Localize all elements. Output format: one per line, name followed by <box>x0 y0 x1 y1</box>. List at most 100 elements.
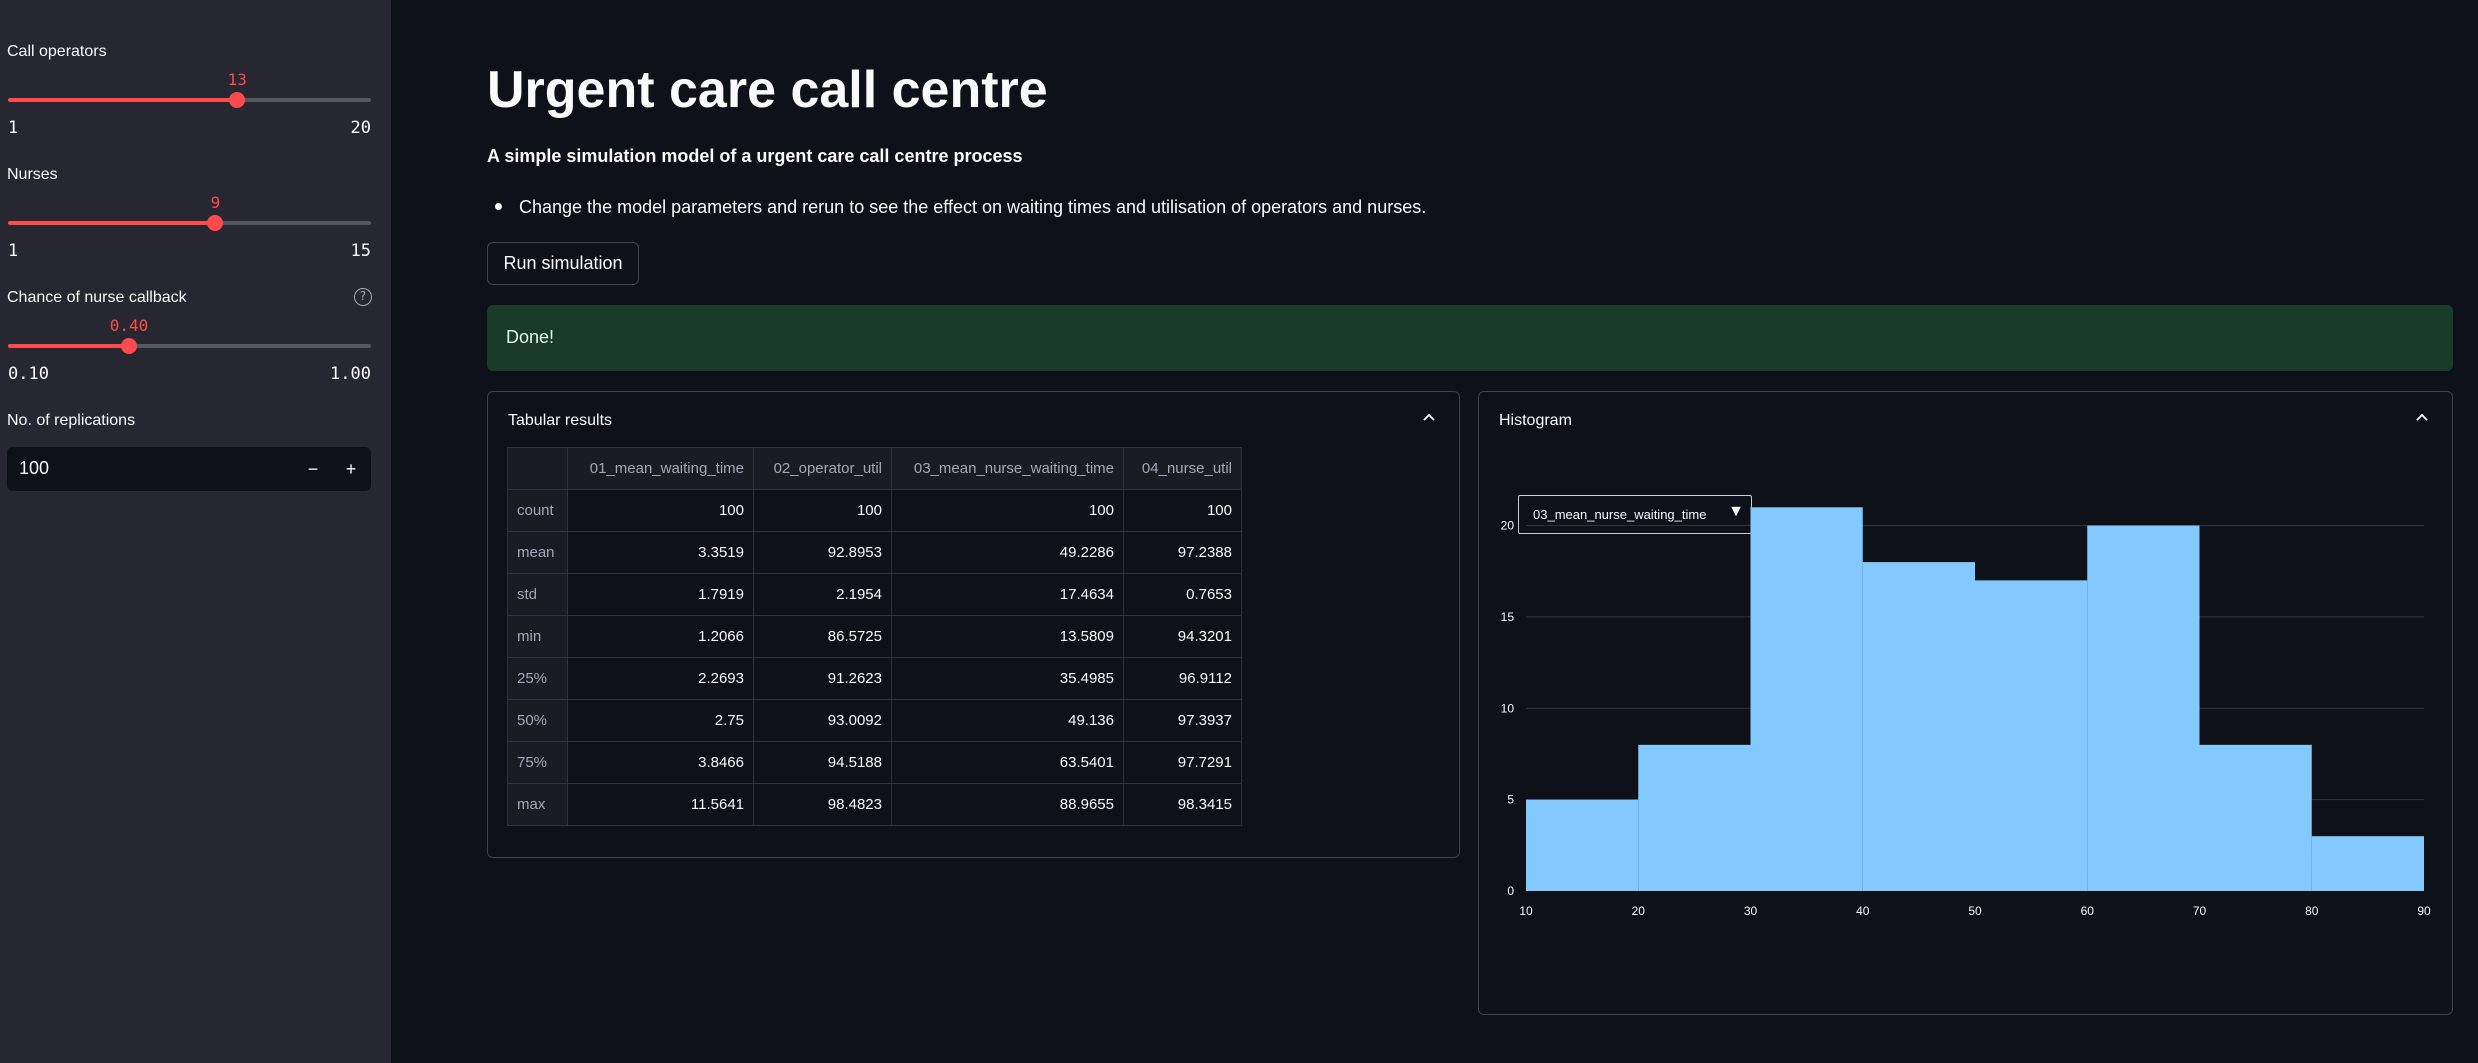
callback-label: Chance of nurse callback <box>7 289 187 306</box>
x-tick-label: 60 <box>2081 904 2095 918</box>
table-cell[interactable]: 86.5725 <box>753 615 892 658</box>
chevron-up-icon[interactable] <box>2414 410 2430 426</box>
callback-slider-value: 0.40 <box>109 316 149 335</box>
table-cell[interactable]: 1.7919 <box>567 573 754 616</box>
table-cell[interactable]: 100 <box>891 489 1124 532</box>
table-cell[interactable]: 2.2693 <box>567 657 754 700</box>
table-cell[interactable]: 11.5641 <box>567 783 754 826</box>
table-cell[interactable]: 2.75 <box>567 699 754 742</box>
column-header[interactable]: 04_nurse_util <box>1123 447 1242 490</box>
histogram-header[interactable]: Histogram <box>1499 412 1572 429</box>
chevron-up-icon[interactable] <box>1421 410 1437 426</box>
variable-dropdown[interactable]: 03_mean_nurse_waiting_time ▼ <box>1518 495 1752 534</box>
x-tick-label: 10 <box>1519 904 1533 918</box>
instruction-text: Change the model parameters and rerun to… <box>519 197 1427 217</box>
success-alert: Done! <box>487 305 2453 371</box>
x-tick-label: 50 <box>1968 904 1982 918</box>
row-index-cell[interactable]: 75% <box>507 741 568 784</box>
table-cell[interactable]: 100 <box>753 489 892 532</box>
table-cell[interactable]: 13.5809 <box>891 615 1124 658</box>
y-tick-label: 20 <box>1501 519 1515 533</box>
table-cell[interactable]: 92.8953 <box>753 531 892 574</box>
table-cell[interactable]: 97.2388 <box>1123 531 1242 574</box>
table-cell[interactable]: 63.5401 <box>891 741 1124 784</box>
histogram-bar <box>2087 525 2200 891</box>
column-header[interactable]: 01_mean_waiting_time <box>567 447 754 490</box>
row-index-cell[interactable]: mean <box>507 531 568 574</box>
table-cell[interactable]: 88.9655 <box>891 783 1124 826</box>
row-index-cell[interactable]: min <box>507 615 568 658</box>
histogram-bar <box>1526 799 1639 891</box>
table-cell[interactable]: 94.5188 <box>753 741 892 784</box>
table-cell[interactable]: 100 <box>567 489 754 532</box>
table-cell[interactable]: 1.2066 <box>567 615 754 658</box>
table-cell[interactable]: 49.2286 <box>891 531 1124 574</box>
column-header[interactable]: 02_operator_util <box>753 447 892 490</box>
callback-slider-thumb[interactable] <box>120 338 137 354</box>
increment-button[interactable]: + <box>345 459 357 479</box>
tabular-results-header[interactable]: Tabular results <box>508 412 613 429</box>
table-cell[interactable]: 3.3519 <box>567 531 754 574</box>
row-index-cell[interactable]: max <box>507 783 568 826</box>
table-row: max 11.5641 98.4823 88.9655 98.3415 <box>507 783 1242 826</box>
histogram-bar <box>2311 836 2424 891</box>
dropdown-arrow-icon: ▼ <box>1728 503 1744 520</box>
y-tick-label: 10 <box>1501 701 1515 715</box>
table-cell[interactable]: 96.9112 <box>1123 657 1242 700</box>
nurses-slider[interactable]: 9 <box>8 193 371 231</box>
table-cell[interactable]: 97.3937 <box>1123 699 1242 742</box>
histogram-bar <box>1862 562 1975 891</box>
y-tick-label: 5 <box>1507 793 1514 807</box>
operators-slider-thumb[interactable] <box>229 92 246 108</box>
replications-value[interactable]: 100 <box>19 458 50 478</box>
x-tick-label: 90 <box>2417 904 2431 918</box>
nurses-max: 15 <box>350 241 371 261</box>
x-tick-label: 40 <box>1856 904 1870 918</box>
bullet-dot-icon <box>495 202 502 210</box>
table-cell[interactable]: 98.3415 <box>1123 783 1242 826</box>
row-index-cell[interactable]: 50% <box>507 699 568 742</box>
index-header[interactable] <box>507 447 568 490</box>
y-tick-label: 0 <box>1507 884 1514 898</box>
replications-input[interactable]: 100 − + <box>7 447 371 491</box>
table-cell[interactable]: 35.4985 <box>891 657 1124 700</box>
help-circle-icon[interactable]: ? <box>354 288 372 306</box>
callback-slider[interactable]: 0.40 <box>8 316 371 354</box>
page-title: Urgent care call centre <box>487 61 1048 119</box>
table-row: 75% 3.8466 94.5188 63.5401 97.7291 <box>507 741 1242 784</box>
operators-slider[interactable]: 13 <box>8 70 371 108</box>
table-cell[interactable]: 49.136 <box>891 699 1124 742</box>
replications-label: No. of replications <box>7 412 136 429</box>
table-cell[interactable]: 94.3201 <box>1123 615 1242 658</box>
table-cell[interactable]: 17.4634 <box>891 573 1124 616</box>
callback-min: 0.10 <box>8 364 49 384</box>
table-cell[interactable]: 98.4823 <box>753 783 892 826</box>
callback-max: 1.00 <box>330 364 371 384</box>
table-row: min 1.2066 86.5725 13.5809 94.3201 <box>507 615 1242 658</box>
instruction-bullet: Change the model parameters and rerun to… <box>495 197 1426 218</box>
row-index-cell[interactable]: std <box>507 573 568 616</box>
table-cell[interactable]: 2.1954 <box>753 573 892 616</box>
row-index-cell[interactable]: 25% <box>507 657 568 700</box>
histogram-bar <box>1638 744 1751 891</box>
column-header[interactable]: 03_mean_nurse_waiting_time <box>891 447 1124 490</box>
nurses-min: 1 <box>8 241 19 261</box>
table-row: mean 3.3519 92.8953 49.2286 97.2388 <box>507 531 1242 574</box>
histogram-bar <box>1750 507 1863 891</box>
table-cell[interactable]: 0.7653 <box>1123 573 1242 616</box>
table-cell[interactable]: 97.7291 <box>1123 741 1242 784</box>
nurses-slider-thumb[interactable] <box>207 215 224 231</box>
callback-slider-fill <box>8 344 129 348</box>
operators-label: Call operators <box>7 43 107 60</box>
histogram-expander: Histogram 03_mean_nurse_waiting_time ▼ 0… <box>1478 391 2453 1015</box>
nurses-slider-fill <box>8 221 216 225</box>
run-simulation-button[interactable]: Run simulation <box>487 242 639 285</box>
table-cell[interactable]: 91.2623 <box>753 657 892 700</box>
decrement-button[interactable]: − <box>307 459 319 479</box>
table-cell[interactable]: 3.8466 <box>567 741 754 784</box>
table-row: count 100 100 100 100 <box>507 489 1242 532</box>
table-cell[interactable]: 100 <box>1123 489 1242 532</box>
x-tick-label: 30 <box>1744 904 1758 918</box>
row-index-cell[interactable]: count <box>507 489 568 532</box>
table-cell[interactable]: 93.0092 <box>753 699 892 742</box>
